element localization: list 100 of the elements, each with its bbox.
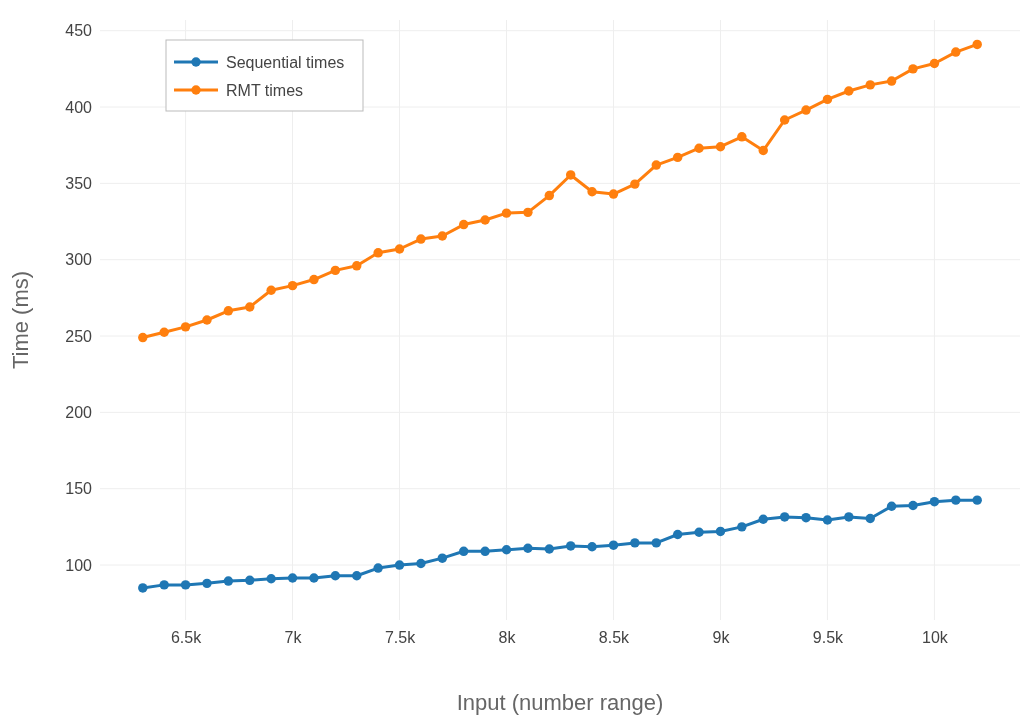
legend-label: Sequential times xyxy=(226,54,345,71)
point xyxy=(266,285,276,295)
point xyxy=(459,219,469,230)
point xyxy=(138,583,148,593)
point xyxy=(309,274,319,285)
point xyxy=(715,526,726,537)
point xyxy=(202,315,212,325)
point xyxy=(844,86,854,96)
x-tick-label: 9.5k xyxy=(812,629,845,647)
point xyxy=(630,538,640,548)
point xyxy=(202,578,212,589)
point xyxy=(245,302,255,312)
point xyxy=(501,208,512,218)
point xyxy=(908,500,918,511)
point xyxy=(544,190,555,201)
point xyxy=(245,575,255,586)
point xyxy=(587,187,597,197)
point xyxy=(886,501,897,511)
point xyxy=(330,265,341,276)
point xyxy=(180,580,191,590)
point xyxy=(608,189,619,199)
point xyxy=(309,573,319,583)
point xyxy=(694,143,704,153)
legend-label: RMT times xyxy=(226,82,304,99)
point xyxy=(159,580,169,590)
point xyxy=(480,546,490,557)
point xyxy=(715,142,726,152)
point xyxy=(523,543,533,553)
x-tick-label: 8.5k xyxy=(598,629,631,647)
point xyxy=(287,280,298,291)
point xyxy=(651,538,661,548)
point xyxy=(544,544,555,554)
point xyxy=(908,64,918,74)
x-tick-label: 7.5k xyxy=(384,629,417,647)
point xyxy=(180,322,191,332)
y-tick-label: 250 xyxy=(65,327,93,345)
point xyxy=(972,495,982,505)
point xyxy=(608,540,619,550)
point xyxy=(394,244,405,254)
point xyxy=(694,527,704,537)
x-tick-label: 9k xyxy=(712,629,731,647)
point xyxy=(865,513,875,524)
point xyxy=(779,115,790,125)
point xyxy=(159,327,169,337)
point xyxy=(951,495,961,505)
x-tick-label: 8k xyxy=(498,629,517,647)
y-axis-title: Time (ms) xyxy=(8,270,33,370)
point xyxy=(138,332,148,343)
point xyxy=(437,553,448,563)
point xyxy=(287,573,298,583)
point xyxy=(501,545,512,555)
point xyxy=(672,152,683,163)
point xyxy=(951,47,961,57)
point xyxy=(373,563,383,573)
y-tick-label: 450 xyxy=(65,22,93,40)
point xyxy=(223,576,234,586)
point xyxy=(373,248,383,258)
point xyxy=(523,207,533,218)
point xyxy=(758,514,768,524)
point xyxy=(801,513,811,523)
point xyxy=(801,105,811,115)
point xyxy=(330,571,341,581)
point xyxy=(929,58,940,69)
x-tick-label: 10k xyxy=(922,629,949,647)
point xyxy=(459,546,469,557)
y-tick-label: 300 xyxy=(65,251,93,269)
point xyxy=(565,170,576,180)
point xyxy=(437,231,448,241)
point xyxy=(651,160,661,170)
x-tick-label: 7k xyxy=(284,629,303,647)
point xyxy=(865,80,875,90)
point xyxy=(758,145,768,156)
y-tick-label: 400 xyxy=(65,98,93,116)
x-axis-title: Input (number range) xyxy=(456,690,664,715)
point xyxy=(565,541,576,551)
y-tick-label: 100 xyxy=(65,556,93,574)
point xyxy=(416,558,426,569)
point xyxy=(266,574,276,584)
point xyxy=(737,522,747,532)
point xyxy=(352,261,362,271)
point xyxy=(416,234,426,244)
point xyxy=(737,132,747,142)
point xyxy=(480,215,490,225)
point xyxy=(844,512,854,522)
y-tick-label: 350 xyxy=(65,174,93,192)
point xyxy=(779,512,790,522)
point xyxy=(822,94,833,105)
point xyxy=(352,571,362,581)
point xyxy=(223,306,234,316)
y-tick-label: 200 xyxy=(65,403,93,421)
point xyxy=(886,76,897,86)
point xyxy=(394,560,405,570)
point xyxy=(972,39,982,50)
point xyxy=(587,542,597,552)
point xyxy=(630,179,640,189)
point xyxy=(672,529,683,540)
point xyxy=(929,496,940,507)
y-tick-label: 150 xyxy=(65,480,93,498)
point xyxy=(822,515,833,525)
x-tick-label: 6.5k xyxy=(170,629,203,647)
